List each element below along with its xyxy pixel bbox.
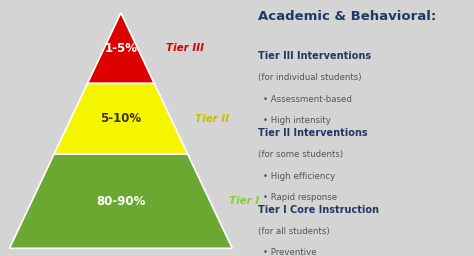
Text: • Assessment-based: • Assessment-based <box>263 95 352 104</box>
Text: Tier I Core Instruction: Tier I Core Instruction <box>258 205 379 215</box>
Text: • Rapid response: • Rapid response <box>263 193 337 202</box>
Text: (for some students): (for some students) <box>258 150 344 159</box>
Text: Tier III: Tier III <box>166 43 204 53</box>
Text: Tier I: Tier I <box>229 196 259 206</box>
Text: 80-90%: 80-90% <box>96 195 146 208</box>
Polygon shape <box>54 83 188 154</box>
Text: 1-5%: 1-5% <box>104 42 137 55</box>
Text: • Preventive: • Preventive <box>263 248 317 256</box>
Text: Tier II Interventions: Tier II Interventions <box>258 128 368 138</box>
Text: Academic & Behavioral:: Academic & Behavioral: <box>258 10 437 23</box>
Text: • High intensity: • High intensity <box>263 116 331 125</box>
Text: 5-10%: 5-10% <box>100 112 141 125</box>
Text: (for individual students): (for individual students) <box>258 73 362 82</box>
Text: Tier II: Tier II <box>195 114 229 124</box>
Text: • High efficiency: • High efficiency <box>263 172 335 180</box>
Text: (for all students): (for all students) <box>258 227 330 236</box>
Polygon shape <box>9 154 232 248</box>
Text: Tier III Interventions: Tier III Interventions <box>258 51 372 61</box>
Polygon shape <box>87 13 155 83</box>
